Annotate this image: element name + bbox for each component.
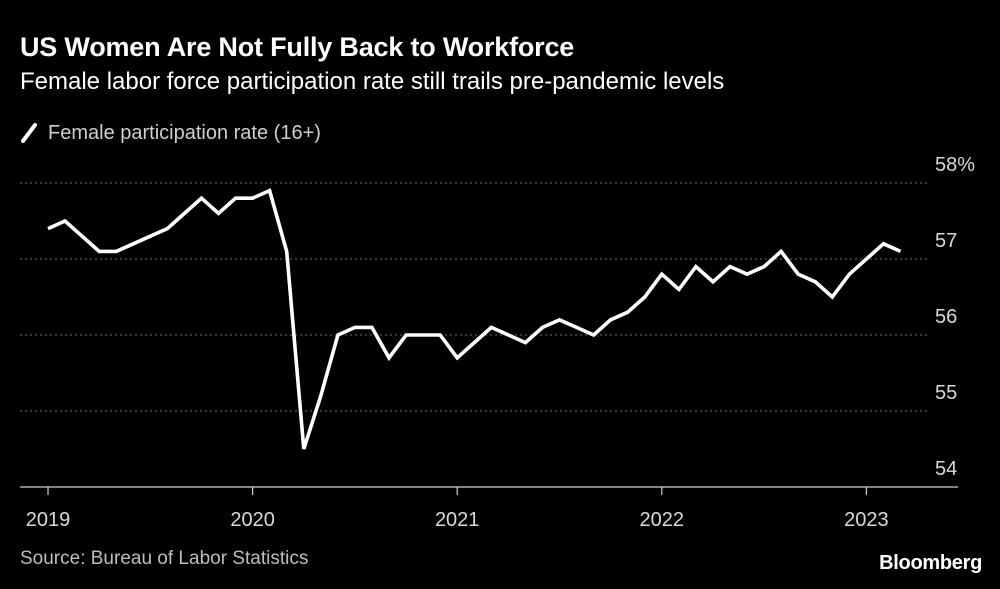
data-point: [490, 326, 494, 330]
data-point: [507, 333, 511, 337]
legend-swatch-icon: [21, 123, 37, 143]
data-point: [541, 326, 545, 330]
data-point: [609, 318, 613, 322]
series-line-female-participation: [47, 188, 902, 450]
data-point: [558, 318, 562, 322]
y-tick-label: 57: [935, 230, 957, 252]
x-tick-label: 2022: [640, 509, 685, 531]
data-point: [438, 333, 442, 337]
data-point: [643, 295, 647, 299]
x-axis-labels: 2019 2020 2021 2022 2023: [26, 509, 889, 531]
data-point: [234, 196, 238, 200]
data-point: [813, 280, 817, 284]
data-point: [882, 242, 886, 246]
data-point: [63, 219, 67, 223]
data-point: [149, 234, 153, 238]
data-point: [114, 250, 118, 254]
data-point: [899, 250, 903, 254]
series-layer: [46, 188, 903, 451]
x-tick-label: 2023: [844, 509, 889, 531]
chart-subtitle: Female labor force participation rate st…: [20, 68, 725, 95]
data-point: [575, 326, 579, 330]
data-point: [404, 333, 408, 337]
data-point: [421, 333, 425, 337]
data-point: [524, 341, 528, 345]
data-point: [336, 333, 340, 337]
data-point: [353, 326, 357, 330]
source-note: Source: Bureau of Labor Statistics: [20, 548, 309, 569]
data-point: [745, 272, 749, 276]
data-point: [80, 234, 84, 238]
data-point: [779, 250, 783, 254]
y-tick-label: 54: [935, 458, 957, 480]
y-axis: 58% 57 56 55 54: [935, 154, 975, 480]
data-point: [455, 356, 459, 360]
data-point: [677, 288, 681, 292]
data-point: [472, 341, 476, 345]
data-point: [865, 257, 869, 261]
data-point: [831, 295, 835, 299]
data-point: [694, 265, 698, 269]
data-point: [728, 265, 732, 269]
data-point: [319, 394, 323, 398]
data-point: [166, 227, 170, 231]
data-point: [626, 310, 630, 314]
data-point: [268, 189, 272, 193]
data-point: [46, 227, 50, 231]
bloomberg-logo: Bloomberg: [879, 552, 982, 574]
y-tick-label: 55: [935, 382, 957, 404]
chart-title: US Women Are Not Fully Back to Workforce: [20, 32, 575, 62]
x-tick-label: 2020: [230, 509, 275, 531]
data-point: [97, 250, 101, 254]
y-tick-label: 56: [935, 306, 957, 328]
data-point: [302, 447, 306, 451]
legend-label: Female participation rate (16+): [48, 121, 321, 144]
data-point: [285, 250, 289, 254]
data-point: [762, 265, 766, 269]
data-point: [370, 326, 374, 330]
data-point: [796, 272, 800, 276]
data-point: [200, 196, 204, 200]
legend: Female participation rate (16+): [20, 120, 321, 146]
data-point: [592, 333, 596, 337]
gridlines: [20, 182, 930, 412]
x-axis: [20, 486, 958, 495]
data-point: [183, 212, 187, 216]
data-point: [251, 196, 255, 200]
data-point: [711, 280, 715, 284]
x-tick-label: 2019: [26, 509, 71, 531]
x-tick-label: 2021: [435, 509, 480, 531]
data-point: [848, 272, 852, 276]
y-tick-label: 58%: [935, 154, 975, 176]
data-point: [217, 212, 221, 216]
data-point: [387, 356, 391, 360]
data-point: [660, 272, 664, 276]
data-point: [131, 242, 135, 246]
